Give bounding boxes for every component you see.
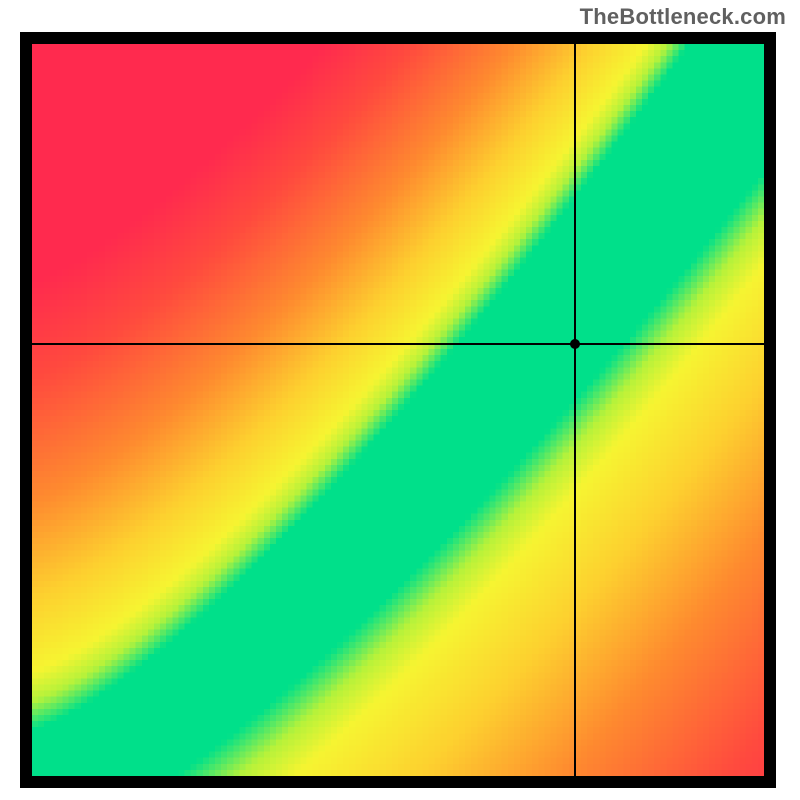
chart-container: { "watermark": { "text": "TheBottleneck.… [0,0,800,800]
crosshair-horizontal [32,343,764,345]
crosshair-marker-dot [570,339,580,349]
chart-frame [20,32,776,788]
watermark-text: TheBottleneck.com [580,4,786,30]
crosshair-vertical [574,44,576,776]
bottleneck-heatmap [32,44,764,776]
